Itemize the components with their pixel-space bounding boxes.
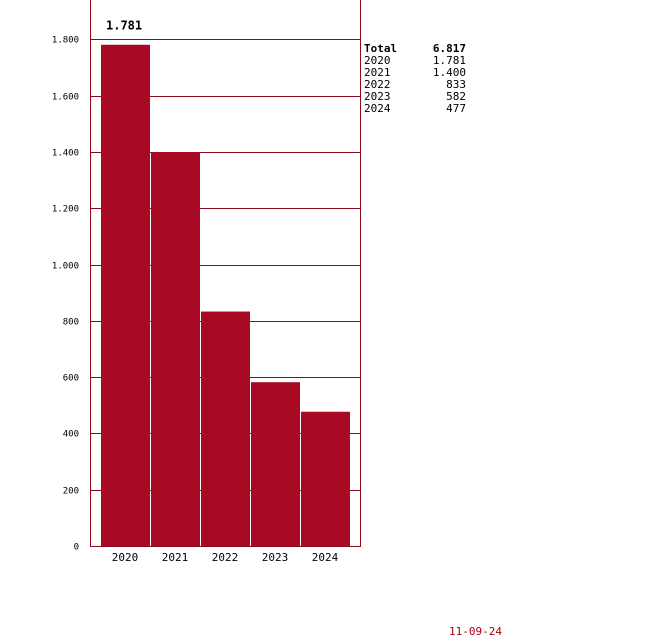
y-tick-label: 800 xyxy=(63,318,79,328)
legend-row: 2020 1.781 xyxy=(364,55,466,67)
legend-total-row: Total 6.817 xyxy=(364,43,466,55)
bar xyxy=(101,44,150,547)
bar xyxy=(201,311,250,546)
x-tick-label: 2024 xyxy=(312,551,339,564)
y-tick-label: 1.000 xyxy=(52,262,79,272)
y-tick-label: 0 xyxy=(74,543,79,553)
bar xyxy=(151,151,200,547)
legend-year: 2022 xyxy=(364,78,391,91)
legend-value: 1.400 xyxy=(432,66,466,79)
legend-year: 2023 xyxy=(364,90,391,103)
x-tick-label: 2023 xyxy=(262,551,289,564)
legend-row: 2023 582 xyxy=(364,91,466,103)
legend-value: 1.781 xyxy=(432,54,466,67)
legend-value: 477 xyxy=(446,102,466,115)
bar xyxy=(301,411,350,546)
y-tick-label: 400 xyxy=(63,430,79,440)
bar xyxy=(251,382,300,546)
peak-value-label: 1.781 xyxy=(106,19,142,33)
x-tick-label: 2022 xyxy=(212,551,239,564)
legend-value: 833 xyxy=(446,78,466,91)
legend-value: 582 xyxy=(446,90,466,103)
footer-date: 11-09-24 xyxy=(449,625,502,638)
x-tick-labels: 2020 2021 2022 2023 2024 xyxy=(112,551,339,564)
x-tick-label: 2021 xyxy=(162,551,189,564)
y-tick-label: 1.200 xyxy=(52,205,79,215)
y-tick-label: 200 xyxy=(63,487,79,497)
y-tick-label: 600 xyxy=(63,374,79,384)
legend-year: 2024 xyxy=(364,102,391,115)
y-tick-label: 1.400 xyxy=(52,149,79,159)
x-tick-label: 2020 xyxy=(112,551,139,564)
legend-total-value: 6.817 xyxy=(432,42,466,55)
axes xyxy=(90,0,361,547)
y-tick-label: 1.800 xyxy=(52,36,79,46)
legend: Total 6.817 2020 1.781 2021 1.400 2022 8… xyxy=(364,43,466,115)
legend-row: 2022 833 xyxy=(364,79,466,91)
y-tick-labels: 0 200 400 600 800 1.000 1.200 1.400 1.600 1.800 xyxy=(52,36,79,553)
legend-total-label: Total xyxy=(364,42,398,55)
bars xyxy=(101,44,350,547)
legend-year: 2021 xyxy=(364,66,391,79)
y-tick-label: 1.600 xyxy=(52,93,79,103)
legend-row: 2021 1.400 xyxy=(364,67,466,79)
legend-row: 2024 477 xyxy=(364,103,466,115)
legend-year: 2020 xyxy=(364,54,391,67)
